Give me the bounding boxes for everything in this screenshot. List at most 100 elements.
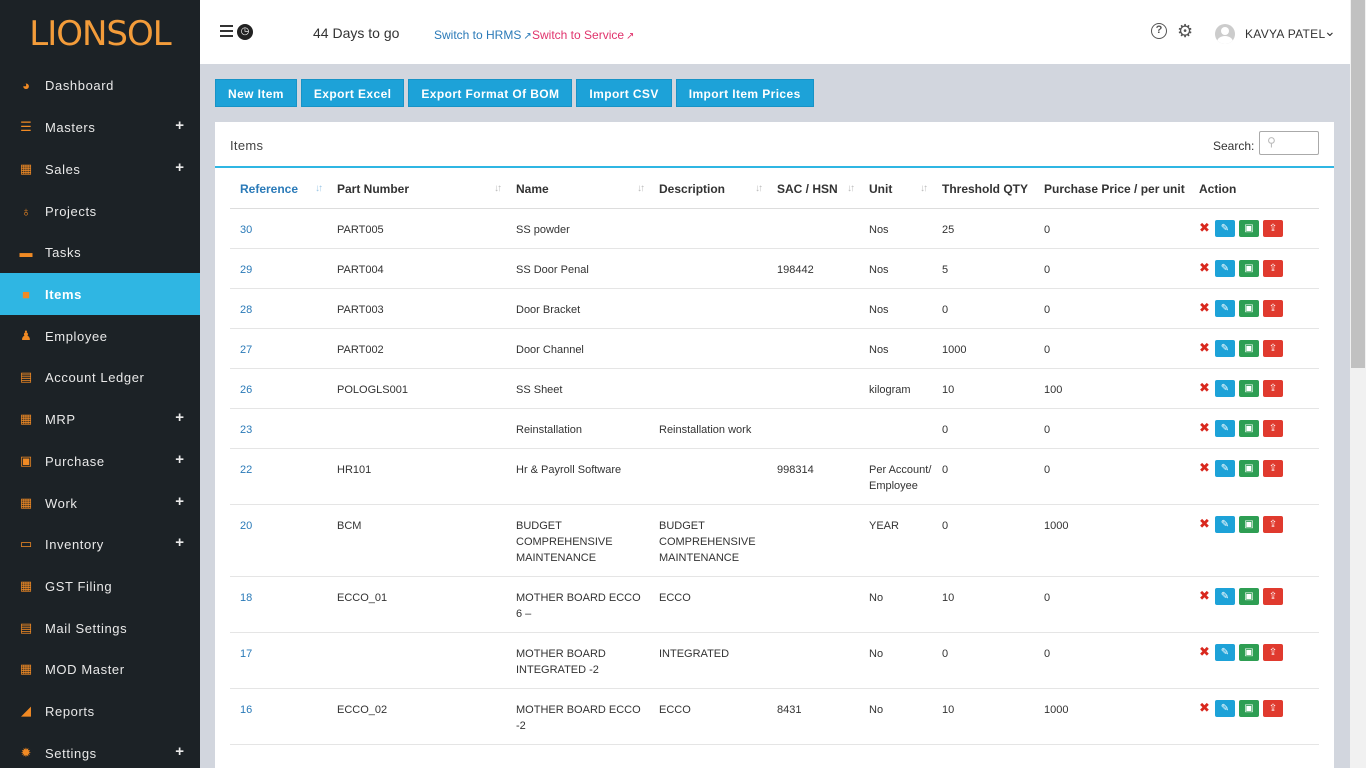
delete-icon[interactable]: ✖	[1199, 588, 1210, 603]
sort-icon[interactable]: ↓↑	[755, 183, 763, 194]
sidebar-item-sales[interactable]: ▦ Sales +	[0, 148, 200, 190]
price-button[interactable]: ▣	[1239, 379, 1259, 397]
menu-toggle-icon[interactable]	[220, 25, 233, 37]
sidebar-item-employee[interactable]: ♟ Employee	[0, 315, 200, 357]
price-button[interactable]: ▣	[1239, 643, 1259, 661]
sidebar-item-mail-settings[interactable]: ▤ Mail Settings	[0, 607, 200, 649]
price-button[interactable]: ▣	[1239, 299, 1259, 317]
price-button[interactable]: ▣	[1239, 515, 1259, 533]
column-header-description[interactable]: Description ↓↑	[649, 170, 767, 209]
delete-icon[interactable]: ✖	[1199, 700, 1210, 715]
brand-logo[interactable]: LIONSOL	[0, 0, 200, 68]
avatar[interactable]	[1215, 24, 1235, 44]
sidebar-item-tasks[interactable]: ▬ Tasks	[0, 231, 200, 273]
edit-button[interactable]: ✎	[1215, 699, 1235, 717]
sidebar-item-dashboard[interactable]: ◕ Dashboard	[0, 64, 200, 106]
import-item-prices-button[interactable]: Import Item Prices	[675, 79, 814, 107]
scrollbar-thumb[interactable]	[1351, 0, 1365, 368]
upload-button[interactable]: ⇪	[1263, 419, 1283, 437]
switch-to-hrms-link[interactable]: Switch to HRMS ↗	[434, 28, 532, 42]
cell-ref[interactable]: 20	[230, 504, 327, 577]
delete-icon[interactable]: ✖	[1199, 460, 1210, 475]
upload-button[interactable]: ⇪	[1263, 259, 1283, 277]
edit-button[interactable]: ✎	[1215, 219, 1235, 237]
price-button[interactable]: ▣	[1239, 587, 1259, 605]
cell-ref[interactable]: 22	[230, 448, 327, 505]
sort-icon[interactable]: ↓↑	[847, 183, 855, 194]
upload-button[interactable]: ⇪	[1263, 379, 1283, 397]
expand-plus-icon[interactable]: +	[175, 117, 184, 134]
upload-button[interactable]: ⇪	[1263, 459, 1283, 477]
sidebar-item-mrp[interactable]: ▦ MRP +	[0, 398, 200, 440]
edit-button[interactable]: ✎	[1215, 459, 1235, 477]
price-button[interactable]: ▣	[1239, 259, 1259, 277]
sidebar-item-items[interactable]: ■ Items	[0, 273, 200, 315]
column-header-reference[interactable]: Reference ↓↑	[230, 170, 327, 209]
edit-button[interactable]: ✎	[1215, 259, 1235, 277]
expand-plus-icon[interactable]: +	[175, 743, 184, 760]
sidebar-item-account-ledger[interactable]: ▤ Account Ledger	[0, 356, 200, 398]
sidebar-item-work[interactable]: ▦ Work +	[0, 482, 200, 524]
sidebar-item-gst-filing[interactable]: ▦ GST Filing	[0, 565, 200, 607]
sort-icon[interactable]: ↓↑	[637, 183, 645, 194]
price-button[interactable]: ▣	[1239, 219, 1259, 237]
search-input[interactable]: ⚲	[1259, 131, 1319, 155]
delete-icon[interactable]: ✖	[1199, 260, 1210, 275]
upload-button[interactable]: ⇪	[1263, 643, 1283, 661]
cell-ref[interactable]: 26	[230, 368, 327, 409]
column-header-part-number[interactable]: Part Number ↓↑	[327, 170, 506, 209]
expand-plus-icon[interactable]: +	[175, 451, 184, 468]
upload-button[interactable]: ⇪	[1263, 219, 1283, 237]
page-scrollbar[interactable]	[1350, 0, 1366, 768]
cell-ref[interactable]: 30	[230, 208, 327, 249]
upload-button[interactable]: ⇪	[1263, 699, 1283, 717]
sidebar-item-projects[interactable]: ♁ Projects	[0, 190, 200, 232]
user-name[interactable]: KAVYA PATEL	[1245, 27, 1326, 41]
cell-ref[interactable]: 28	[230, 288, 327, 329]
sidebar-item-inventory[interactable]: ▭ Inventory +	[0, 523, 200, 565]
delete-icon[interactable]: ✖	[1199, 300, 1210, 315]
cell-ref[interactable]: 29	[230, 248, 327, 289]
sort-icon[interactable]: ↓↑	[494, 183, 502, 194]
switch-to-service-link[interactable]: Switch to Service ↗	[532, 28, 634, 42]
upload-button[interactable]: ⇪	[1263, 339, 1283, 357]
upload-button[interactable]: ⇪	[1263, 299, 1283, 317]
edit-button[interactable]: ✎	[1215, 587, 1235, 605]
edit-button[interactable]: ✎	[1215, 643, 1235, 661]
price-button[interactable]: ▣	[1239, 339, 1259, 357]
price-button[interactable]: ▣	[1239, 699, 1259, 717]
delete-icon[interactable]: ✖	[1199, 340, 1210, 355]
column-header-name[interactable]: Name ↓↑	[506, 170, 649, 209]
sidebar-item-mod-master[interactable]: ▦ MOD Master	[0, 648, 200, 690]
sidebar-item-reports[interactable]: ◢ Reports	[0, 690, 200, 732]
export-bom-button[interactable]: Export Format Of BOM	[408, 79, 573, 107]
edit-button[interactable]: ✎	[1215, 339, 1235, 357]
column-header-sac-hsn[interactable]: SAC / HSN ↓↑	[767, 170, 859, 209]
delete-icon[interactable]: ✖	[1199, 380, 1210, 395]
expand-plus-icon[interactable]: +	[175, 534, 184, 551]
upload-button[interactable]: ⇪	[1263, 515, 1283, 533]
sidebar-item-masters[interactable]: ☰ Masters +	[0, 106, 200, 148]
cell-ref[interactable]: 16	[230, 688, 327, 745]
gear-icon[interactable]: ⚙	[1177, 21, 1194, 41]
cell-ref[interactable]: 18	[230, 576, 327, 633]
chevron-down-icon[interactable]: ⌄	[1324, 23, 1336, 39]
cell-ref[interactable]: 27	[230, 328, 327, 369]
expand-plus-icon[interactable]: +	[175, 159, 184, 176]
sort-icon[interactable]: ↓↑	[920, 183, 928, 194]
price-button[interactable]: ▣	[1239, 419, 1259, 437]
expand-plus-icon[interactable]: +	[175, 409, 184, 426]
delete-icon[interactable]: ✖	[1199, 644, 1210, 659]
cell-ref[interactable]: 23	[230, 408, 327, 449]
delete-icon[interactable]: ✖	[1199, 420, 1210, 435]
edit-button[interactable]: ✎	[1215, 515, 1235, 533]
edit-button[interactable]: ✎	[1215, 379, 1235, 397]
expand-plus-icon[interactable]: +	[175, 493, 184, 510]
edit-button[interactable]: ✎	[1215, 299, 1235, 317]
cell-ref[interactable]: 17	[230, 632, 327, 689]
sort-icon[interactable]: ↓↑	[315, 183, 323, 194]
sidebar-item-purchase[interactable]: ▣ Purchase +	[0, 440, 200, 482]
edit-button[interactable]: ✎	[1215, 419, 1235, 437]
price-button[interactable]: ▣	[1239, 459, 1259, 477]
new-item-button[interactable]: New Item	[215, 79, 297, 107]
